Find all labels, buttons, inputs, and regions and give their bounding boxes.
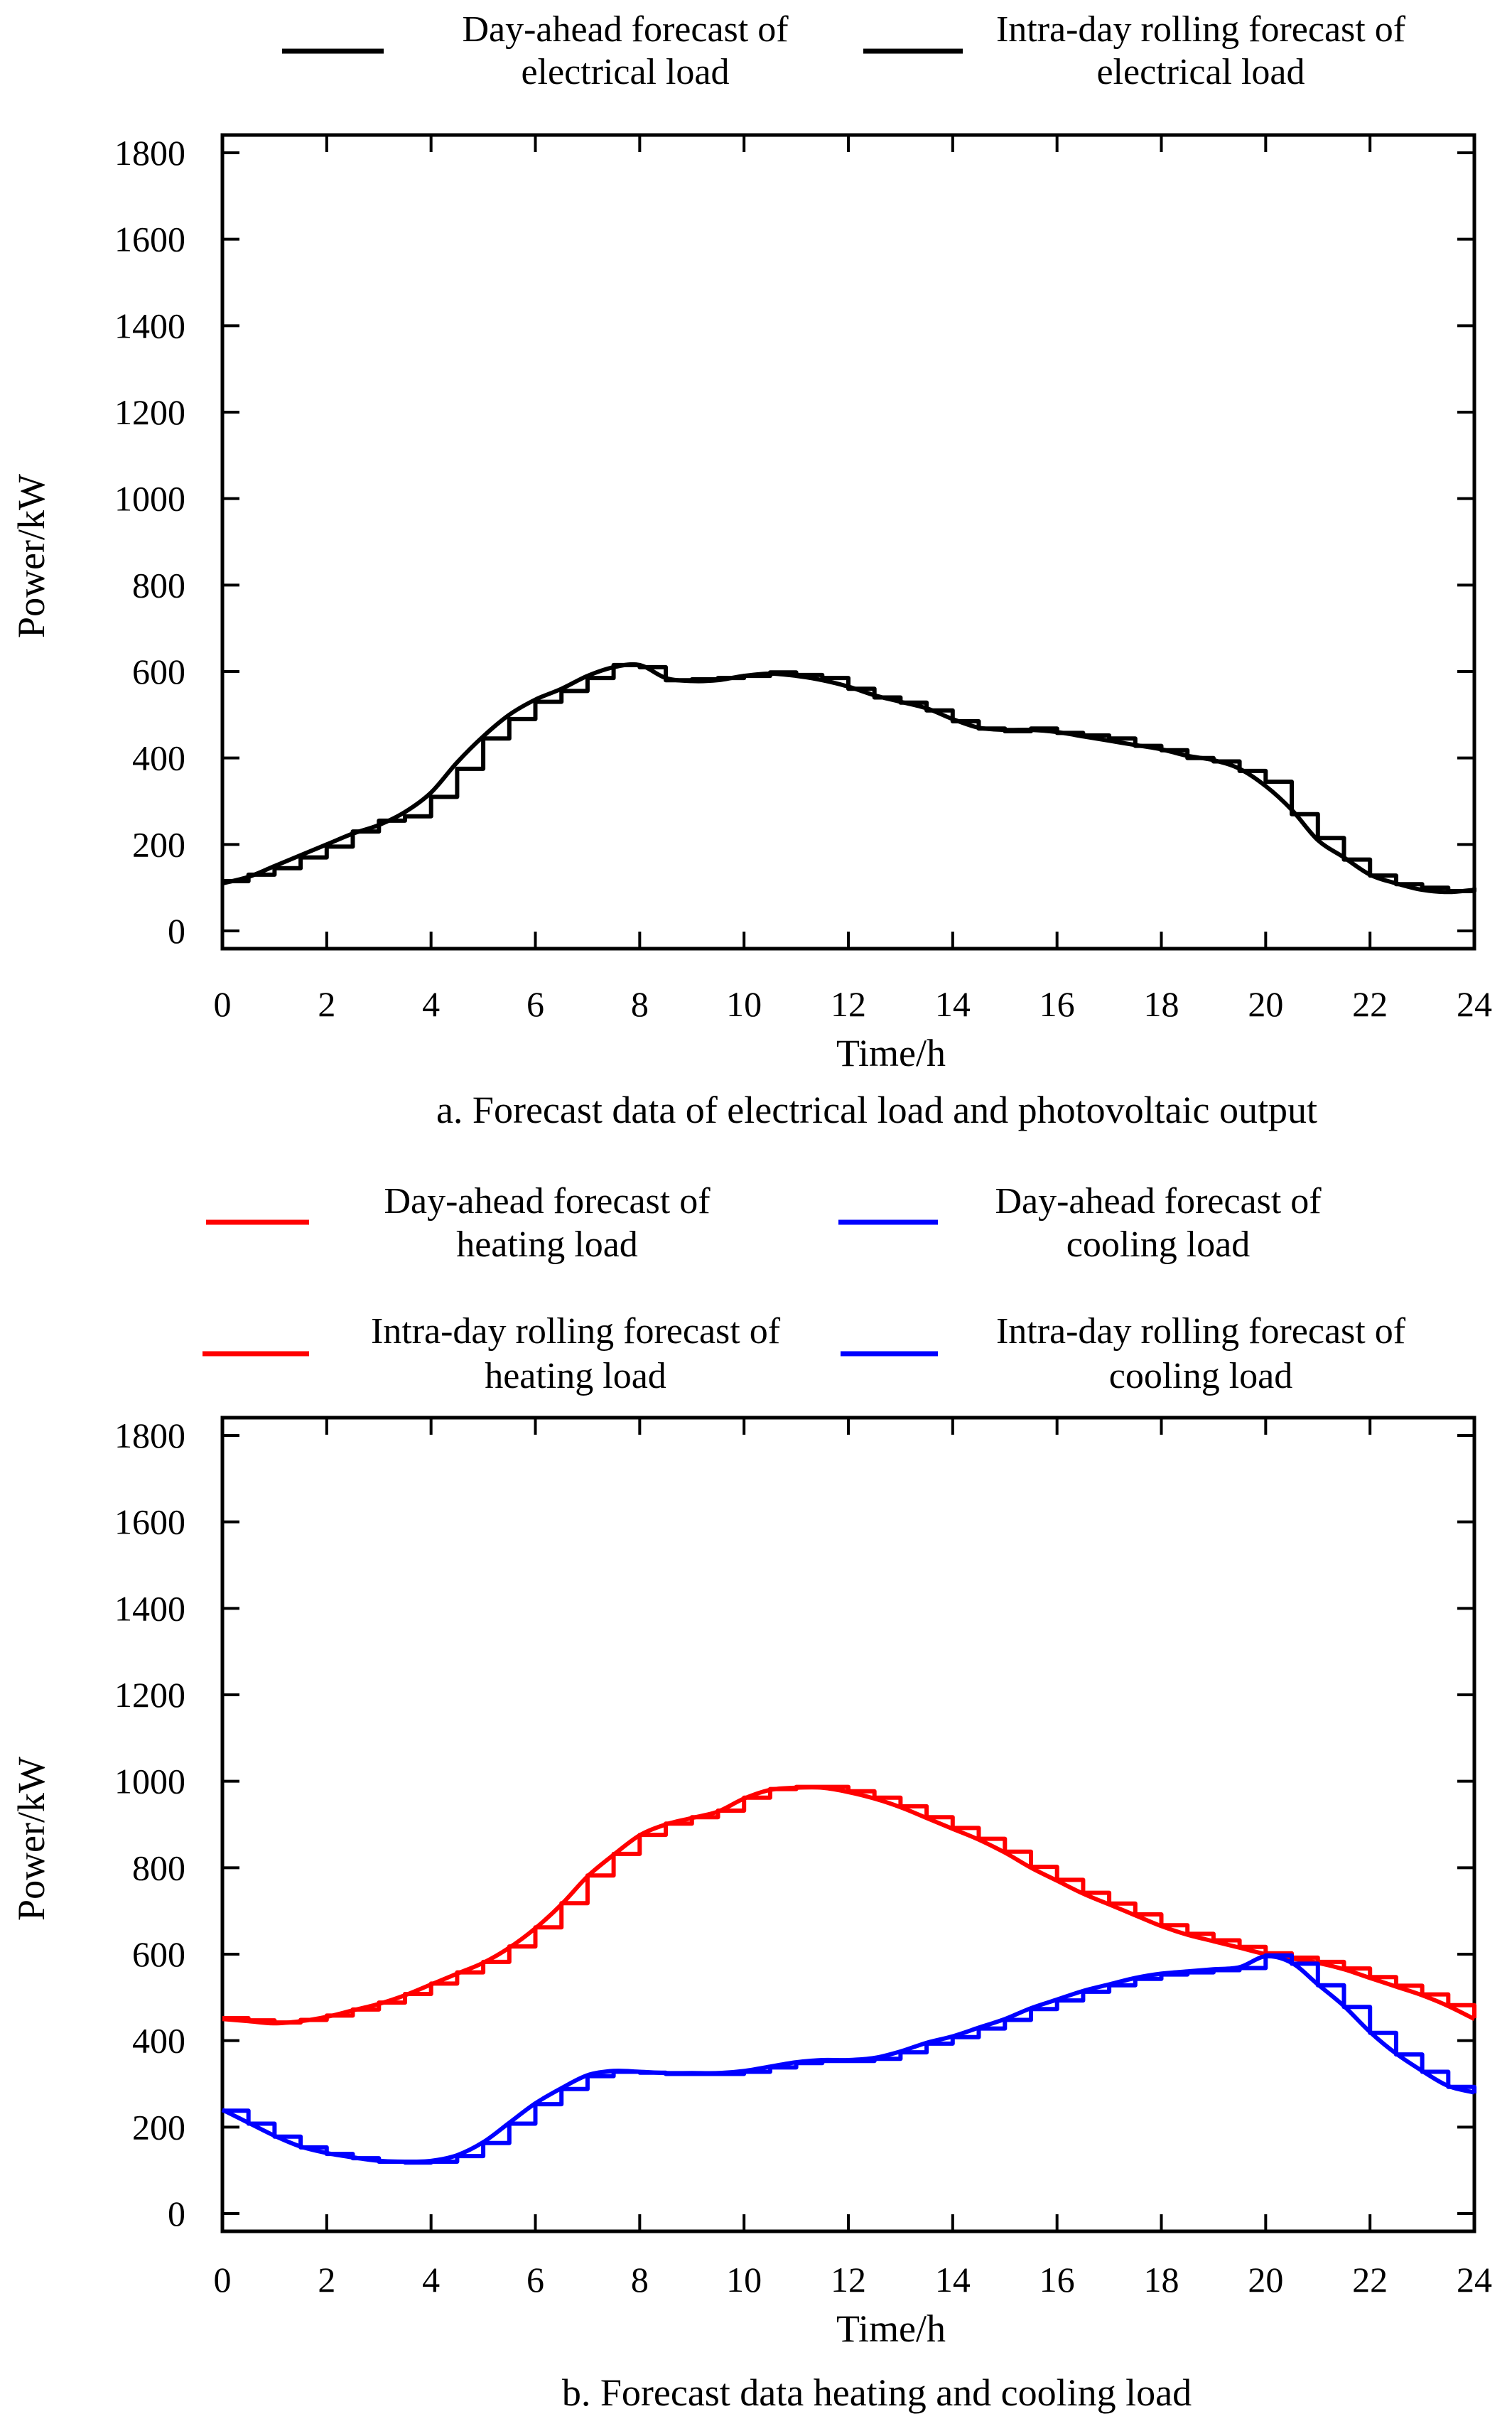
x-tick-label: 6 [526, 984, 544, 1024]
legend-entry-intra-day-rolling-forecast-of-electrical-load: Intra-day rolling forecast ofelectrical … [863, 9, 1406, 92]
x-axis-label: Time/h [836, 1032, 946, 1074]
x-tick-label: 8 [631, 984, 649, 1024]
series-line-day-ahead-forecast-of-heating-load [222, 1785, 1476, 2026]
plot-frame [220, 1416, 1476, 2233]
x-tick-label: 22 [1352, 2260, 1388, 2300]
x-tick-label: 20 [1248, 984, 1283, 1024]
legend-label: Intra-day rolling forecast of [996, 9, 1406, 50]
legend-label: electrical load [1096, 52, 1305, 92]
plot-frame [220, 133, 1476, 951]
y-tick-label: 1400 [114, 306, 185, 345]
figure-caption: b. Forecast data heating and cooling loa… [562, 2371, 1192, 2414]
y-tick-label: 1800 [114, 1416, 185, 1455]
y-tick-label: 1000 [114, 1762, 185, 1801]
legend-label: cooling load [1109, 1356, 1293, 1396]
x-tick-label: 18 [1144, 984, 1179, 1024]
legend-label: Day-ahead forecast of [384, 1181, 711, 1222]
x-axis-label: Time/h [836, 2307, 946, 2350]
x-tick-label: 8 [631, 2260, 649, 2300]
series-line-intra-day-rolling-forecast-of-electrical-load [222, 662, 1476, 893]
x-tick-label: 6 [526, 2260, 544, 2300]
y-tick-label: 400 [132, 2021, 185, 2061]
x-tick-label: 4 [422, 984, 440, 1024]
x-tick-label: 0 [214, 984, 232, 1024]
legend-label: electrical load [521, 52, 729, 92]
y-tick-label: 400 [132, 738, 185, 778]
x-tick-label: 20 [1248, 2260, 1283, 2300]
series-line-day-ahead-forecast-of-electrical-load [222, 662, 1475, 895]
x-tick-label: 14 [935, 984, 971, 1024]
y-tick-label: 0 [168, 2194, 185, 2233]
x-tick-label: 16 [1040, 984, 1075, 1024]
x-tick-label: 12 [831, 2260, 866, 2300]
y-tick-label: 1600 [114, 1502, 185, 1542]
x-tick-label: 18 [1144, 2260, 1179, 2300]
legend-label: cooling load [1066, 1224, 1251, 1265]
y-tick-label: 800 [132, 1848, 185, 1887]
y-tick-label: 1800 [114, 133, 185, 173]
x-tick-label: 24 [1457, 984, 1492, 1024]
y-tick-label: 1400 [114, 1588, 185, 1628]
x-tick-label: 10 [726, 2260, 762, 2300]
y-tick-label: 1600 [114, 220, 185, 259]
y-tick-label: 0 [168, 911, 185, 951]
y-tick-label: 200 [132, 824, 185, 864]
series-line-intra-day-rolling-forecast-of-heating-load [222, 1784, 1476, 2025]
x-tick-label: 22 [1352, 984, 1388, 1024]
y-tick-label: 800 [132, 565, 185, 605]
x-tick-label: 10 [726, 984, 762, 1024]
legend-label: heating load [456, 1224, 638, 1265]
series-line-intra-day-rolling-forecast-of-cooling-load [222, 1953, 1476, 2165]
y-axis-label: Power/kW [10, 474, 53, 638]
y-tick-label: 200 [132, 2107, 185, 2147]
x-tick-label: 2 [318, 2260, 335, 2300]
y-tick-label: 600 [132, 652, 185, 691]
x-tick-label: 2 [318, 984, 335, 1024]
legend-label: heating load [485, 1356, 666, 1396]
x-tick-label: 16 [1040, 2260, 1075, 2300]
legend-label: Intra-day rolling forecast of [371, 1311, 781, 1352]
y-tick-label: 1200 [114, 1675, 185, 1715]
y-tick-label: 1000 [114, 479, 185, 519]
legend-label: Day-ahead forecast of [995, 1181, 1322, 1222]
legend-label: Day-ahead forecast of [462, 9, 789, 50]
figure-caption: a. Forecast data of electrical load and … [436, 1089, 1317, 1131]
y-axis-label: Power/kW [10, 1757, 53, 1921]
x-tick-label: 12 [831, 984, 866, 1024]
legend-label: Intra-day rolling forecast of [996, 1311, 1406, 1352]
x-tick-label: 0 [214, 2260, 232, 2300]
y-tick-label: 600 [132, 1934, 185, 1974]
x-tick-label: 4 [422, 2260, 440, 2300]
x-tick-label: 14 [935, 2260, 971, 2300]
x-tick-label: 24 [1457, 2260, 1492, 2300]
y-tick-label: 1200 [114, 392, 185, 432]
